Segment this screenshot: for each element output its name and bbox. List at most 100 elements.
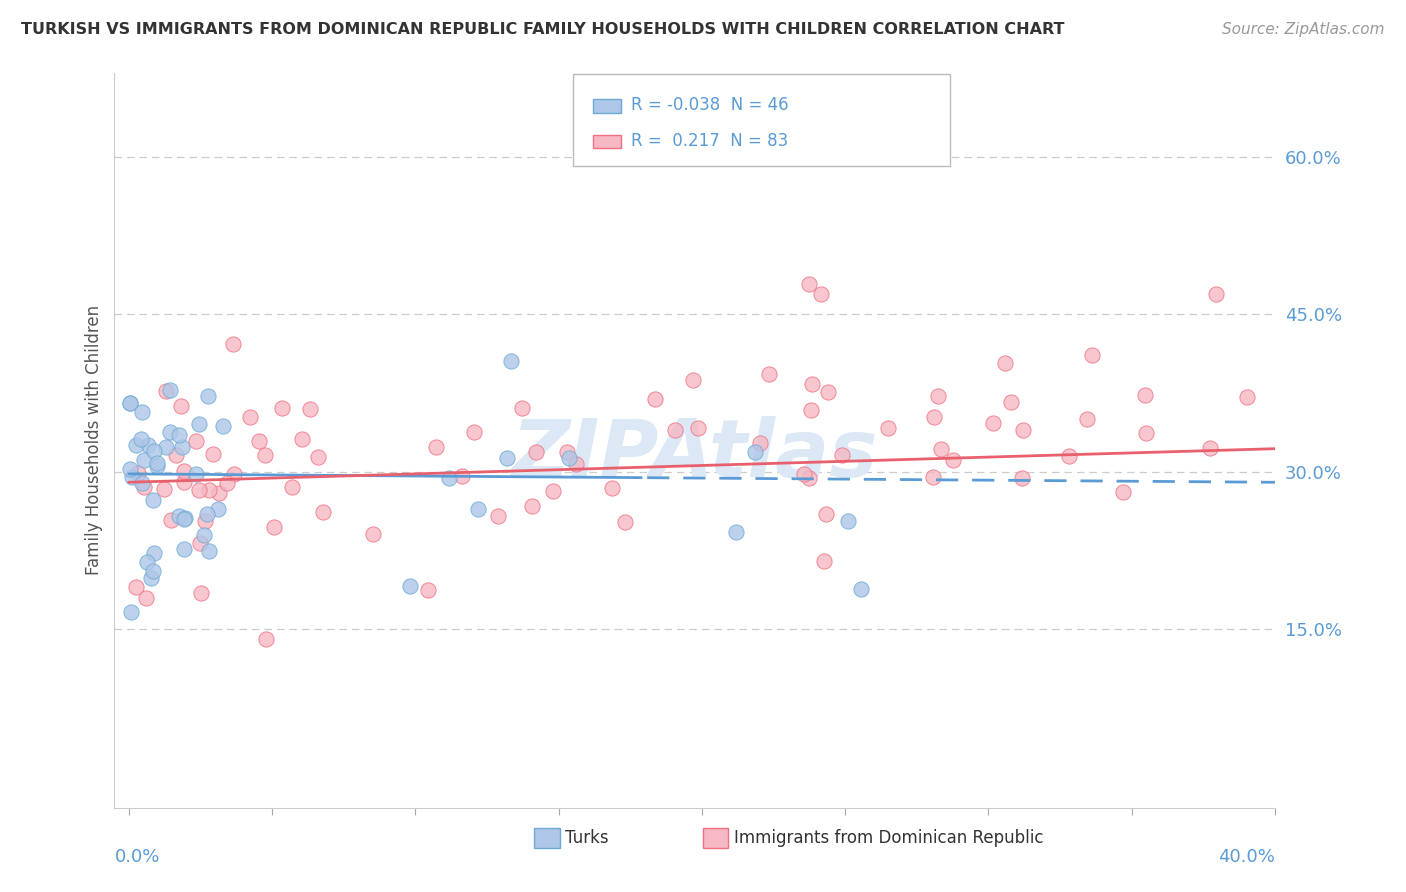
Point <box>418 582 440 597</box>
Point <box>1057 449 1080 463</box>
Point <box>187 483 209 497</box>
Point <box>159 383 181 397</box>
Point <box>173 464 195 478</box>
Point <box>797 471 820 485</box>
Point <box>211 419 233 434</box>
Text: Source: ZipAtlas.com: Source: ZipAtlas.com <box>1222 22 1385 37</box>
Point <box>224 467 246 482</box>
Point <box>510 401 533 416</box>
Point <box>153 483 176 497</box>
Point <box>1199 441 1222 455</box>
Text: R = -0.038  N = 46: R = -0.038 N = 46 <box>631 96 789 114</box>
Point <box>167 508 190 523</box>
Point <box>253 449 276 463</box>
Point <box>797 277 820 291</box>
Point <box>644 392 666 407</box>
Text: Immigrants from Dominican Republic: Immigrants from Dominican Republic <box>734 829 1043 847</box>
Point <box>142 564 165 578</box>
Point <box>155 440 177 454</box>
Point <box>254 632 277 646</box>
Point <box>120 605 142 619</box>
Point <box>159 425 181 439</box>
Point <box>142 492 165 507</box>
Point <box>281 480 304 494</box>
Text: R =  0.217  N = 83: R = 0.217 N = 83 <box>631 132 787 150</box>
Point <box>136 437 159 451</box>
Point <box>173 542 195 557</box>
Point <box>207 502 229 516</box>
Point <box>120 462 142 476</box>
Point <box>686 420 709 434</box>
Point <box>981 416 1004 430</box>
Point <box>1011 424 1033 438</box>
Point <box>800 403 823 417</box>
Point <box>565 457 588 471</box>
Point <box>425 440 447 454</box>
Point <box>173 475 195 489</box>
Point <box>558 451 581 466</box>
Point <box>942 453 965 467</box>
Point <box>1135 426 1157 441</box>
Point <box>749 435 772 450</box>
Point <box>450 469 472 483</box>
Point <box>143 546 166 560</box>
Point <box>922 410 945 425</box>
Point <box>876 421 898 435</box>
Point <box>239 409 262 424</box>
Point <box>399 579 422 593</box>
Point <box>837 514 859 528</box>
Point <box>520 499 543 513</box>
Point <box>198 483 221 498</box>
Text: 40.0%: 40.0% <box>1218 847 1275 866</box>
Point <box>195 508 218 522</box>
Point <box>132 452 155 467</box>
Point <box>1000 395 1022 409</box>
Point <box>173 512 195 526</box>
Point <box>1236 390 1258 404</box>
Point <box>188 535 211 549</box>
Point <box>496 450 519 465</box>
Point <box>467 502 489 516</box>
Point <box>486 509 509 524</box>
Point <box>810 286 832 301</box>
Point <box>184 434 207 448</box>
Point <box>159 513 181 527</box>
Point <box>994 356 1017 370</box>
Point <box>263 520 285 534</box>
Point <box>744 445 766 459</box>
Text: ZIPAtlas: ZIPAtlas <box>512 416 877 494</box>
Point <box>1076 412 1098 426</box>
Point <box>132 480 155 494</box>
Point <box>921 470 943 484</box>
Point <box>814 507 837 521</box>
Point <box>173 511 195 525</box>
Point <box>602 481 624 495</box>
Point <box>291 432 314 446</box>
Point <box>725 524 748 539</box>
Point <box>817 384 839 399</box>
Point <box>1133 388 1156 402</box>
Point <box>139 571 162 585</box>
Point <box>167 428 190 442</box>
Point <box>190 586 212 600</box>
Point <box>555 445 578 459</box>
Point <box>247 434 270 449</box>
Point <box>188 417 211 431</box>
Point <box>851 582 873 596</box>
Point <box>120 396 142 410</box>
Point <box>165 448 187 462</box>
Point <box>146 457 169 471</box>
Point <box>929 442 952 457</box>
Point <box>664 423 686 437</box>
Point <box>186 467 208 482</box>
Point <box>1011 471 1033 485</box>
Y-axis label: Family Households with Children: Family Households with Children <box>86 305 103 575</box>
Point <box>129 432 152 446</box>
Point <box>194 514 217 528</box>
Point <box>1112 485 1135 500</box>
Point <box>125 438 148 452</box>
Text: Turks: Turks <box>565 829 609 847</box>
Point <box>208 486 231 500</box>
Point <box>501 354 523 368</box>
Point <box>298 402 321 417</box>
